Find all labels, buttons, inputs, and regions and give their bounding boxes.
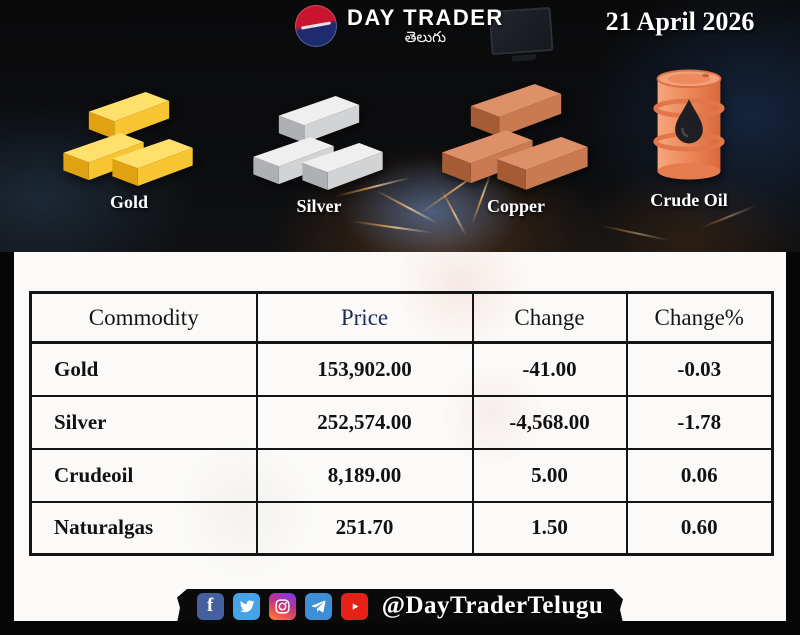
silver-bars-icon — [253, 96, 383, 191]
change-cell: 5.00 — [471, 447, 628, 503]
table-row: Naturalgas 251.70 1.50 0.60 — [29, 500, 774, 556]
commodity-price-table: Commodity Price Change Change% Gold 153,… — [29, 291, 774, 556]
table-row: Gold 153,902.00 -41.00 -0.03 — [29, 341, 774, 397]
spark-decoration — [352, 220, 432, 234]
gold-bars-icon — [63, 92, 193, 187]
change-pct-cell: -0.03 — [625, 341, 774, 397]
social-handle[interactable]: @DayTraderTelugu — [381, 592, 604, 619]
change-cell: 1.50 — [471, 500, 628, 556]
commodity-copper: Copper — [436, 84, 596, 217]
commodity-crude-oil: Crude Oil — [641, 64, 737, 211]
twitter-icon[interactable] — [233, 593, 260, 620]
column-header-change: Change — [471, 291, 628, 344]
spark-decoration — [600, 224, 670, 242]
price-cell: 251.70 — [255, 500, 474, 556]
brand: DAY TRADER తెలుగు — [295, 5, 504, 47]
hero-banner: DAY TRADER తెలుగు 21 April 2026 Gold Sil… — [0, 0, 800, 252]
brand-text: DAY TRADER తెలుగు — [347, 6, 504, 46]
commodity-label: Silver — [296, 196, 342, 216]
price-cell: 252,574.00 — [255, 394, 474, 450]
instagram-icon[interactable] — [269, 593, 296, 620]
commodity-label: Crude Oil — [650, 190, 728, 210]
column-header-change-pct: Change% — [625, 291, 774, 344]
bull-bear-logo-icon — [295, 5, 337, 47]
oil-barrel-icon — [653, 69, 725, 180]
change-pct-cell: -1.78 — [625, 394, 774, 450]
telegram-icon[interactable] — [305, 593, 332, 620]
change-cell: -4,568.00 — [471, 394, 628, 450]
commodity-cell: Crudeoil — [29, 447, 258, 503]
change-pct-cell: 0.06 — [625, 447, 774, 503]
commodity-gold: Gold — [58, 92, 200, 213]
table-row: Crudeoil 8,189.00 5.00 0.06 — [29, 447, 774, 503]
youtube-icon[interactable] — [341, 593, 368, 620]
commodity-cell: Silver — [29, 394, 258, 450]
commodity-label: Copper — [487, 196, 545, 216]
commodity-label: Gold — [109, 192, 148, 212]
column-header-price: Price — [255, 291, 474, 344]
facebook-icon[interactable]: f — [197, 593, 224, 620]
price-cell: 153,902.00 — [255, 341, 474, 397]
commodity-cell: Gold — [29, 341, 258, 397]
table-header-row: Commodity Price Change Change% — [29, 291, 774, 344]
copper-bars-icon — [442, 84, 588, 190]
commodity-silver: Silver — [248, 96, 390, 217]
column-header-commodity: Commodity — [29, 291, 258, 344]
change-pct-cell: 0.60 — [625, 500, 774, 556]
commodity-cell: Naturalgas — [29, 500, 258, 556]
change-cell: -41.00 — [471, 341, 628, 397]
footer-ribbon: f @DayTraderTelugu — [177, 589, 623, 623]
brand-subtitle: తెలుగు — [404, 28, 447, 47]
table-row: Silver 252,574.00 -4,568.00 -1.78 — [29, 394, 774, 450]
content-panel: Commodity Price Change Change% Gold 153,… — [14, 252, 786, 621]
date-label: 21 April 2026 — [605, 7, 755, 36]
brand-name: DAY TRADER — [347, 5, 504, 31]
price-cell: 8,189.00 — [255, 447, 474, 503]
